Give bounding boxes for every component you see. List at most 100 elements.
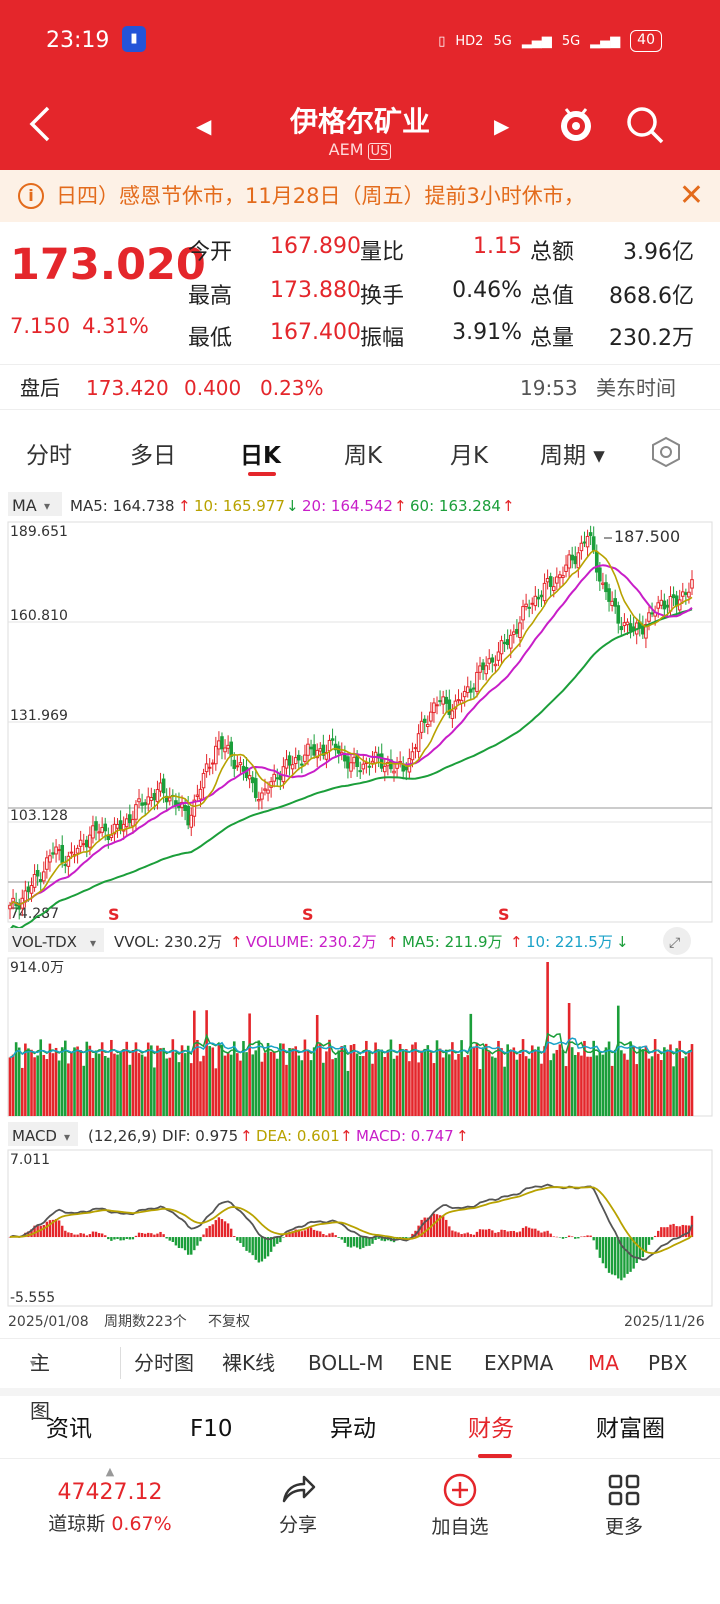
candle — [594, 551, 599, 573]
candle — [48, 855, 52, 863]
tab-daily-k[interactable]: 日K — [240, 443, 281, 469]
ma-selector[interactable] — [8, 492, 62, 516]
dea-value: DEA: 0.601 — [256, 1127, 340, 1145]
tab-ma[interactable]: MA — [588, 1351, 619, 1375]
vol-selector[interactable] — [8, 928, 104, 952]
more-button[interactable]: 更多 — [584, 1473, 664, 1539]
tab-intraday[interactable]: 分时 — [26, 443, 72, 469]
add-watchlist-button[interactable]: 加自选 — [410, 1473, 510, 1539]
volume-pane: 914.0万 — [7, 957, 713, 1117]
share-label: 分享 — [278, 1514, 317, 1536]
tab-f10[interactable]: F10 — [190, 1416, 233, 1442]
macd-bar — [61, 1225, 64, 1238]
quote-label-amplitude: 振幅 — [360, 326, 405, 351]
candle — [419, 720, 424, 733]
quote-label-low: 最低 — [188, 326, 233, 351]
back-arrow-icon[interactable] — [22, 104, 62, 144]
macd-bar — [537, 1230, 540, 1238]
tab-pbx[interactable]: PBX — [648, 1351, 688, 1375]
macd-bar — [205, 1228, 208, 1238]
share-button[interactable]: 分享 — [258, 1473, 338, 1537]
assistant-robot-icon[interactable] — [556, 104, 596, 144]
candle — [195, 794, 200, 797]
kline-chart[interactable]: MA ▾ MA5: 164.738 ↑ 10: 165.977 ↓ 20: 16… — [0, 486, 720, 1336]
next-stock-icon[interactable]: ▶ — [494, 114, 510, 138]
quote-label-mktcap: 总值 — [530, 284, 575, 309]
macd-bar — [610, 1237, 614, 1275]
candle — [161, 778, 166, 794]
macd-bar — [85, 1235, 89, 1238]
macd-bar — [202, 1234, 205, 1238]
volume-bar — [257, 1040, 261, 1116]
holiday-notice-banner[interactable]: i 日四）感恩节休市，11月28日（周五）提前3小时休市， ✕ — [0, 170, 720, 222]
prev-stock-icon[interactable]: ◀ — [196, 114, 212, 138]
tab-ene[interactable]: ENE — [412, 1351, 453, 1375]
candle — [189, 814, 194, 828]
volume-bar — [392, 1058, 396, 1116]
search-icon[interactable] — [624, 104, 666, 146]
candle — [684, 592, 688, 595]
volume-bar — [537, 1046, 540, 1116]
index-ticker[interactable]: ▲ 47427.12 道琼斯 0.67% — [40, 1465, 180, 1536]
tab-movement[interactable]: 异动 — [330, 1416, 376, 1442]
macd-bar — [555, 1236, 559, 1238]
price-pane: 189.651 160.810 131.969 103.128 74.287 1… — [7, 521, 713, 931]
candle — [647, 612, 651, 622]
macd-bar — [236, 1237, 239, 1241]
macd-bar — [653, 1235, 657, 1238]
adjust-mode: 不复权 — [208, 1313, 250, 1330]
periods-count: 周期数223个 — [104, 1314, 187, 1330]
tab-monthly-k[interactable]: 月K — [450, 443, 489, 469]
macd-bar — [672, 1223, 675, 1238]
volume-bar — [97, 1053, 101, 1116]
macd-bar — [316, 1230, 319, 1238]
candle — [656, 602, 661, 609]
tab-naked-k[interactable]: 裸K线 — [222, 1351, 276, 1375]
candle — [223, 747, 227, 753]
tab-wealth-circle[interactable]: 财富圈 — [596, 1416, 665, 1442]
volume-bar — [678, 1040, 682, 1116]
volume-bar — [122, 1049, 125, 1116]
tab-weekly-k[interactable]: 周K — [344, 443, 383, 469]
ma10-value: 10: 165.977 — [194, 497, 285, 515]
ma-label: MA — [12, 496, 37, 515]
price-change: 7.150 4.31% — [10, 314, 161, 338]
tab-boll-m[interactable]: BOLL-M — [308, 1351, 384, 1375]
macd-bar — [272, 1237, 276, 1247]
macd-bar — [100, 1233, 104, 1238]
settings-hexagon-icon[interactable] — [650, 436, 682, 468]
macd-selector[interactable] — [8, 1122, 78, 1146]
candle — [220, 736, 224, 750]
candle — [207, 766, 212, 769]
tab-finance[interactable]: 财务 — [468, 1416, 514, 1442]
macd-bar — [119, 1237, 122, 1241]
tab-period[interactable]: 周期 ▾ — [540, 443, 605, 469]
volume-bar — [543, 1046, 546, 1116]
volume-bar — [306, 1050, 310, 1116]
expand-icon[interactable]: ⤢ — [669, 935, 680, 951]
macd-bar — [420, 1219, 423, 1238]
tab-intraday-chart[interactable]: 分时图 — [134, 1351, 194, 1375]
volume-bar — [365, 1040, 368, 1116]
macd-bar — [245, 1237, 248, 1251]
candle — [201, 772, 206, 789]
candle — [69, 851, 74, 854]
quote-value-open: 167.890 — [270, 234, 361, 259]
macd-bar — [435, 1214, 439, 1238]
candle — [622, 622, 627, 627]
volume-bar — [45, 1059, 49, 1116]
tab-news[interactable]: 资讯 — [46, 1416, 92, 1442]
candle — [137, 798, 141, 803]
macd-bar — [150, 1233, 153, 1238]
macd-params: (12,26,9) — [88, 1127, 157, 1145]
close-icon[interactable]: ✕ — [670, 170, 704, 222]
candle — [60, 844, 65, 863]
expand-icon-bg[interactable] — [663, 927, 691, 955]
volume-bar — [73, 1047, 76, 1116]
macd-bar — [174, 1237, 178, 1246]
macd-bar — [374, 1237, 377, 1240]
macd-bar — [64, 1230, 67, 1238]
tab-expma[interactable]: EXPMA — [484, 1351, 554, 1375]
tab-multiday[interactable]: 多日 — [130, 443, 176, 469]
macd-bar — [79, 1233, 82, 1238]
